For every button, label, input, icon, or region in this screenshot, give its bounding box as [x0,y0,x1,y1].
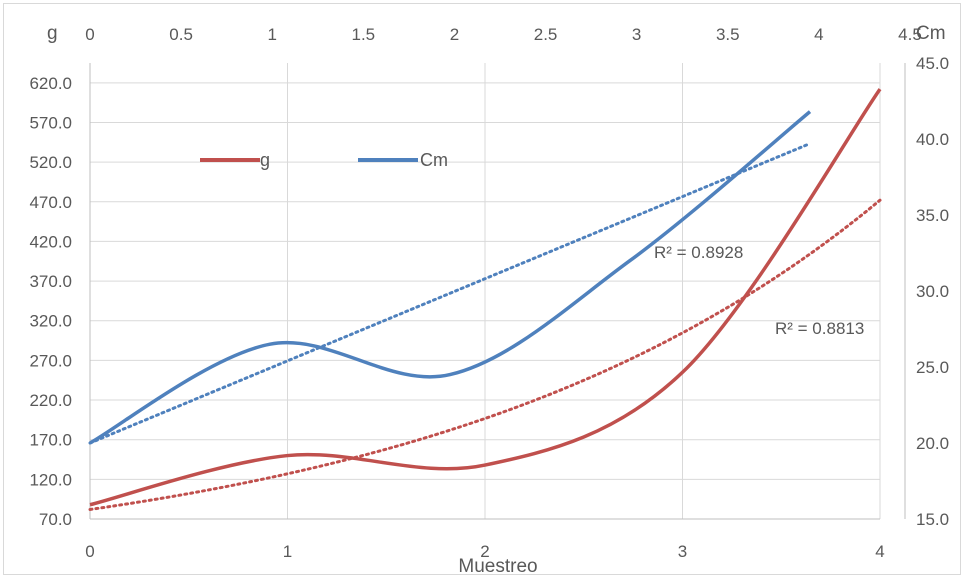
y-tick-label: 520.0 [29,153,72,172]
y-tick-label: 270.0 [29,351,72,370]
y2-tick-label: 40.0 [916,130,949,149]
y2-tick-label: 45.0 [916,54,949,73]
y-tick-label: 170.0 [29,431,72,450]
y-tick-label: 470.0 [29,193,72,212]
legend-label-g: g [260,150,270,170]
x-tick-label: 2 [480,542,489,561]
x2-tick-label: 4 [814,25,823,44]
axes [89,63,906,520]
x-axis-title: Muestreo [458,556,537,577]
x2-tick-label: 3 [632,25,641,44]
x2-tick-label: 1.5 [352,25,376,44]
series-line-g [89,88,882,507]
x-tick-label: 1 [283,542,292,561]
y-tick-label: 420.0 [29,232,72,251]
gridlines [89,63,881,520]
y-tick-label: 120.0 [29,470,72,489]
r2-label-cm: R² = 0.8928 [654,243,743,262]
y2-tick-label: 15.0 [916,510,949,529]
x-tick-label: 0 [85,542,94,561]
series-lines [89,88,882,507]
x2-tick-label: 0 [85,25,94,44]
x2-tick-label: 0.5 [169,25,193,44]
x2-tick-label: 3.5 [716,25,740,44]
y2-tick-label: 35.0 [916,206,949,225]
y-tick-label: 570.0 [29,113,72,132]
x-tick-label: 4 [875,542,884,561]
secondary-x-axis-title: Cm [916,23,946,44]
tick-labels: 70.0120.0170.0220.0270.0320.0370.0420.04… [29,25,949,561]
legend-label-cm: Cm [420,150,448,170]
x-tick-label: 3 [678,542,687,561]
x2-tick-label: 1 [267,25,276,44]
r2-label-g: R² = 0.8813 [775,319,864,338]
y-tick-label: 70.0 [39,510,72,529]
y-tick-label: 320.0 [29,312,72,331]
y2-tick-label: 30.0 [916,282,949,301]
y2-tick-label: 25.0 [916,358,949,377]
x2-tick-label: 2.5 [534,25,558,44]
y-tick-label: 620.0 [29,74,72,93]
x2-tick-label: 4.5 [898,25,922,44]
legend: g Cm [200,150,448,170]
x2-tick-label: 2 [450,25,459,44]
y-tick-label: 370.0 [29,272,72,291]
series-line-cm [89,110,812,445]
trendline-cm [88,142,812,445]
y-tick-label: 220.0 [29,391,72,410]
left-axis-title: g [47,23,58,44]
y2-tick-label: 20.0 [916,434,949,453]
